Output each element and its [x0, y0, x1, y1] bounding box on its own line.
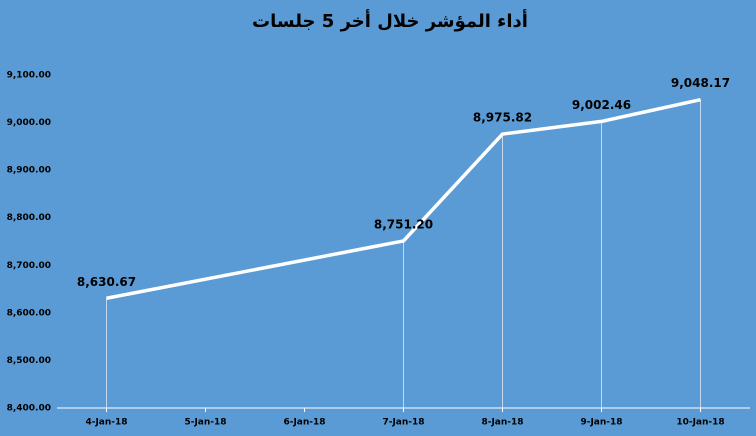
- y-tick-label: 8,400.00: [7, 404, 51, 414]
- x-tick-label: 8-Jan-18: [481, 418, 523, 428]
- chart-title: أداء المؤشر خلال أخر 5 جلسات: [252, 9, 528, 32]
- y-tick-label: 9,000.00: [7, 118, 51, 128]
- x-tick-label: 7-Jan-18: [382, 418, 424, 428]
- x-tick-label: 10-Jan-18: [676, 418, 724, 428]
- x-tick-label: 6-Jan-18: [283, 418, 325, 428]
- y-tick-label: 8,500.00: [7, 356, 51, 366]
- value-label: 8,630.67: [77, 275, 136, 289]
- y-tick-label: 8,900.00: [7, 166, 51, 176]
- value-label: 8,751.20: [374, 217, 433, 231]
- y-tick-label: 8,600.00: [7, 308, 51, 318]
- y-tick-label: 8,700.00: [7, 261, 51, 271]
- value-label: 8,975.82: [473, 111, 532, 125]
- y-tick-label: 8,800.00: [7, 213, 51, 223]
- x-tick-label: 9-Jan-18: [580, 418, 622, 428]
- y-tick-label: 9,100.00: [7, 71, 51, 81]
- x-tick-label: 5-Jan-18: [184, 418, 226, 428]
- x-tick-label: 4-Jan-18: [85, 418, 127, 428]
- series-line: [106, 97, 701, 300]
- value-label: 9,002.46: [572, 98, 631, 112]
- value-label: 9,048.17: [671, 76, 730, 90]
